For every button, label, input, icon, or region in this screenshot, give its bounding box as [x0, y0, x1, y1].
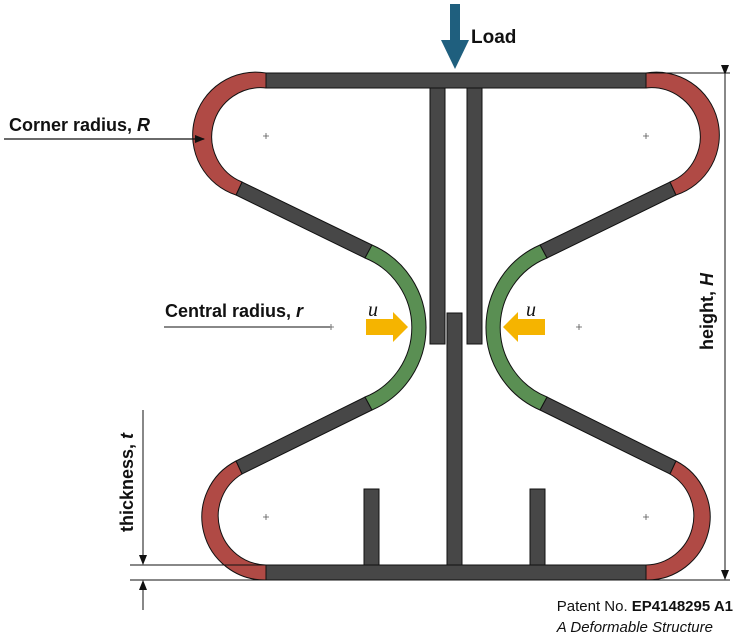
thickness-label: thickness, t: [117, 432, 137, 532]
bottom-right-post: [529, 488, 546, 566]
thickness-dimension: [130, 410, 266, 610]
corner-radius-label: Corner radius, R: [9, 115, 150, 135]
corner-arc-bottom-left: [201, 460, 267, 581]
top-right-post: [466, 87, 483, 345]
patent-caption: Patent No. EP4148295 A1 A Deformable Str…: [557, 596, 733, 638]
diagonal-beam-top-right: [539, 181, 677, 259]
displacement-arrow-right: [503, 312, 545, 342]
diagonal-beam-bottom-left: [235, 396, 373, 475]
central-center-marker-right: [576, 324, 582, 330]
load-label: Load: [471, 27, 516, 48]
diagonal-beam-bottom-right: [539, 396, 677, 475]
central-arc-left: [364, 244, 427, 411]
corner-center-marker-bottom-left: [263, 514, 269, 520]
displacement-arrow-left: [366, 312, 408, 342]
corner-arc-top-right: [645, 71, 720, 196]
bottom-left-post: [363, 488, 380, 566]
bottom-center-post: [446, 312, 463, 566]
height-label: height, H: [697, 272, 717, 350]
diagonal-beam-top-left: [235, 181, 373, 259]
displacement-label-right: u: [526, 299, 536, 321]
patent-prefix: Patent No.: [556, 598, 632, 615]
corner-arc-top-left: [192, 71, 267, 196]
top-beam: [265, 72, 647, 89]
patent-title: A Deformable Structure: [556, 619, 713, 636]
load-arrow: [441, 4, 469, 69]
bottom-beam: [265, 564, 647, 581]
displacement-label-left: u: [368, 299, 378, 321]
corner-center-marker-top-right: [643, 133, 649, 139]
center-markers: [263, 133, 649, 520]
central-arc-right: [485, 244, 548, 411]
top-left-post: [429, 87, 446, 345]
height-dimension: [646, 65, 730, 581]
corner-center-marker-bottom-right: [643, 514, 649, 520]
corner-arc-bottom-right: [645, 460, 711, 581]
patent-number-line: Patent No. EP4148295 A1: [557, 596, 733, 617]
central-radius-label: Central radius, r: [165, 301, 304, 321]
corner-center-marker-top-left: [263, 133, 269, 139]
patent-number: EP4148295 A1: [631, 598, 733, 615]
